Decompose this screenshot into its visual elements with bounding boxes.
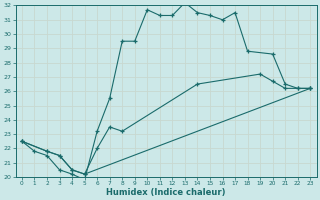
X-axis label: Humidex (Indice chaleur): Humidex (Indice chaleur) [106,188,226,197]
